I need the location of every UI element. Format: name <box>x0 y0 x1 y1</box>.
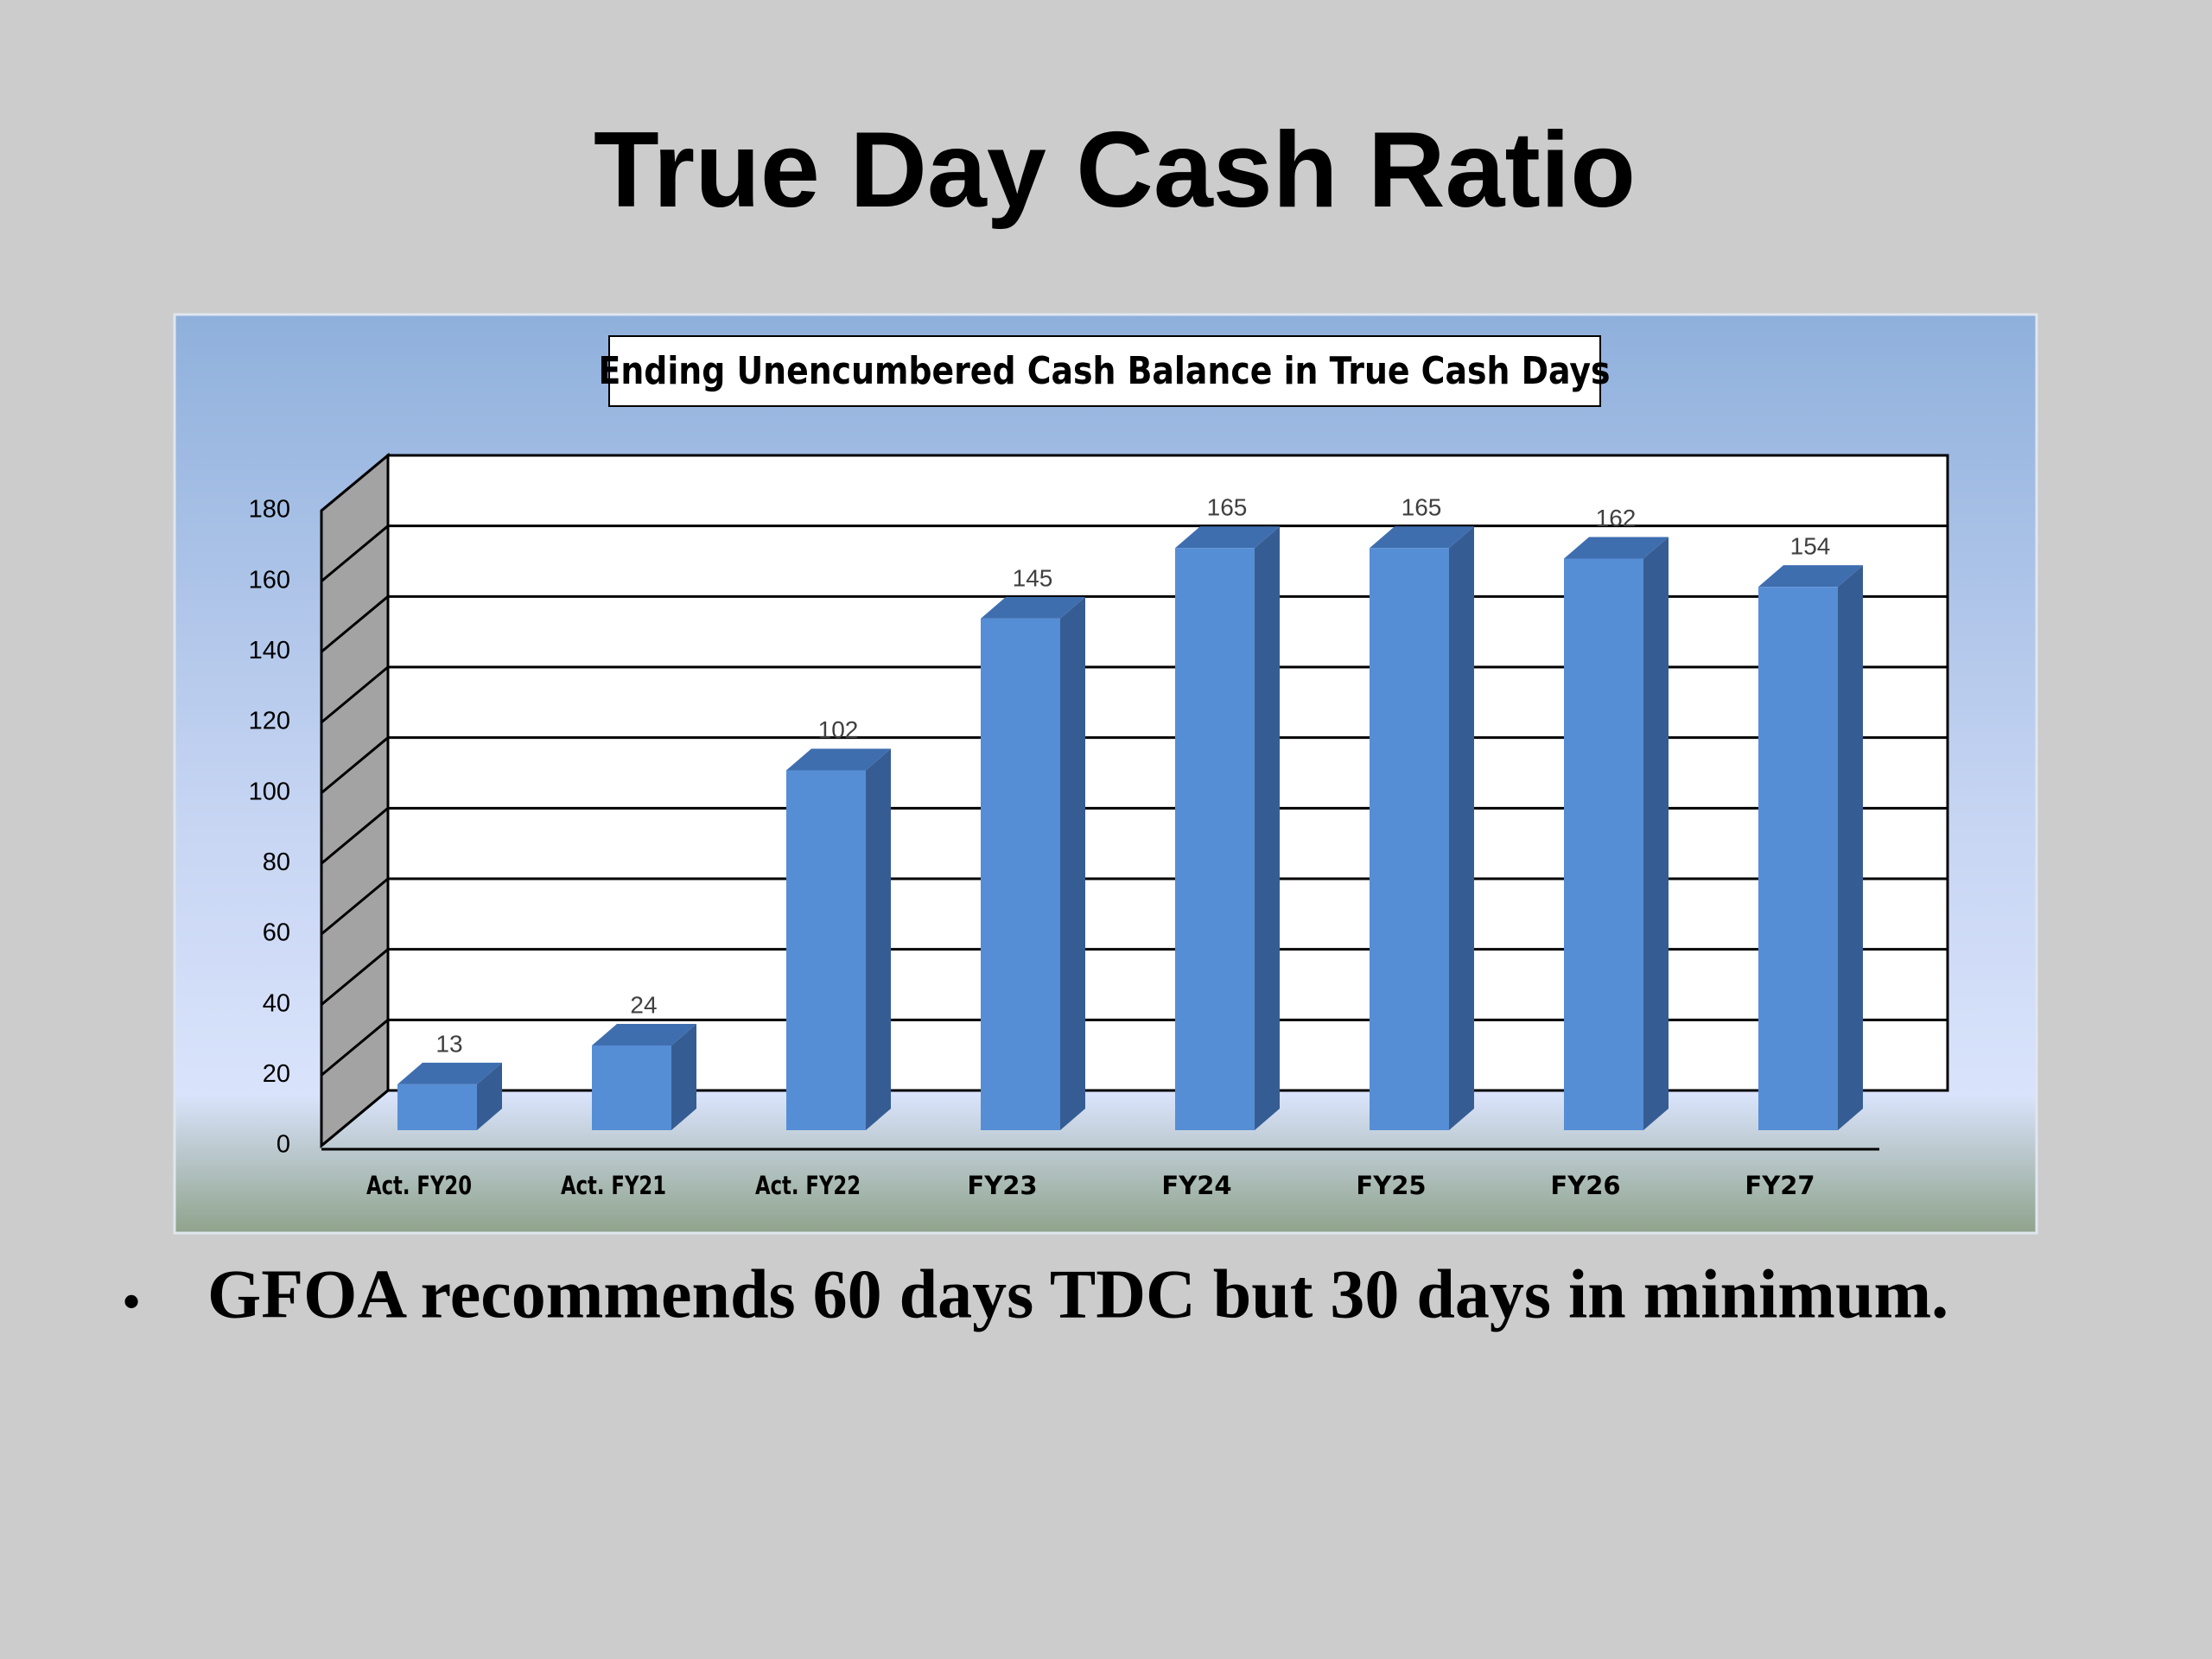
y-tick-label: 160 <box>249 566 290 594</box>
bullet-text: GFOA recommends 60 days TDC but 30 days … <box>207 1256 1948 1332</box>
side-grid-line <box>321 454 389 512</box>
side-grid-line <box>321 736 389 794</box>
value-label: 154 <box>1790 533 1831 560</box>
back-wall <box>386 454 1949 1092</box>
value-label: 165 <box>1207 494 1248 521</box>
bar <box>981 618 1060 1130</box>
y-tick-label: 120 <box>249 708 290 735</box>
x-tick-label: Act. FY22 <box>755 1171 861 1200</box>
bar-top <box>1758 565 1863 588</box>
side-grid-line <box>321 1019 389 1077</box>
bar-top <box>592 1024 696 1046</box>
bar-side <box>1449 526 1474 1130</box>
bar-top <box>397 1062 502 1084</box>
bar <box>1370 548 1449 1130</box>
y-tick-label: 80 <box>263 849 290 876</box>
x-tick-label: Act. FY21 <box>561 1171 666 1200</box>
bar <box>1758 587 1838 1130</box>
x-tick-label: FY25 <box>1356 1171 1426 1200</box>
value-label: 165 <box>1402 494 1442 521</box>
value-label: 24 <box>630 991 657 1018</box>
chart-title-box <box>608 335 1601 407</box>
bar-side <box>1643 537 1669 1130</box>
x-tick-label: FY23 <box>967 1171 1037 1200</box>
value-label: 102 <box>818 716 859 743</box>
y-tick-label: 0 <box>276 1131 290 1159</box>
bar <box>1564 558 1643 1130</box>
y-tick-label: 60 <box>263 919 290 947</box>
value-label: 145 <box>1013 564 1053 591</box>
bar <box>786 770 866 1130</box>
bar-side <box>1838 565 1863 1130</box>
x-tick-label: Act. FY20 <box>366 1171 472 1200</box>
x-tick-label: FY24 <box>1161 1171 1231 1200</box>
side-grid-line <box>321 807 389 865</box>
bar-side <box>1060 596 1085 1130</box>
y-tick-label: 100 <box>249 778 290 805</box>
side-wall <box>320 452 390 1149</box>
y-tick-label: 40 <box>263 989 290 1017</box>
bar-side <box>866 748 891 1130</box>
bullet-marker: • <box>123 1275 140 1329</box>
y-tick-label: 140 <box>249 637 290 664</box>
bar-top <box>1564 537 1669 559</box>
bar-top <box>1175 526 1280 549</box>
bar-side <box>671 1024 696 1130</box>
bar-top <box>1370 526 1474 549</box>
bar <box>592 1046 671 1130</box>
slide-title: True Day Cash Ratio <box>594 111 1636 230</box>
side-grid-line <box>321 1089 389 1147</box>
bar-side <box>477 1062 502 1130</box>
y-tick-label: 20 <box>263 1060 290 1088</box>
value-label: 162 <box>1596 505 1637 531</box>
side-grid-line <box>321 524 389 582</box>
side-grid-line <box>321 665 389 724</box>
chart-title: Ending Unencumbered Cash Balance in True… <box>599 348 1611 392</box>
value-label: 13 <box>435 1030 462 1057</box>
bar-top <box>981 596 1085 619</box>
x-tick-label: FY26 <box>1550 1171 1620 1200</box>
bar-side <box>1255 526 1280 1130</box>
bar-top <box>786 748 891 771</box>
y-tick-label: 180 <box>249 496 290 524</box>
bar <box>1175 548 1255 1130</box>
plot: 0 20 40 60 80 100 120 140 160 180 13 Act. FY20 24 Act… <box>249 452 1949 1200</box>
bar <box>397 1084 477 1130</box>
side-grid-line <box>321 948 389 1006</box>
side-grid-line <box>321 595 389 653</box>
x-tick-label: FY27 <box>1745 1171 1815 1200</box>
side-grid-line <box>321 877 389 936</box>
